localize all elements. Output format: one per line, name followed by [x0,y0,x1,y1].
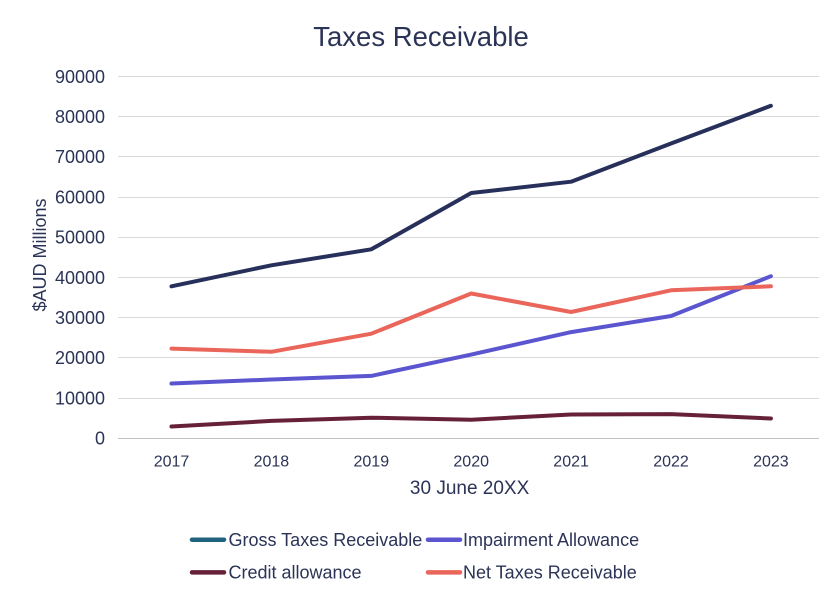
svg-text:Net Taxes Receivable: Net Taxes Receivable [463,563,637,583]
svg-text:2018: 2018 [254,454,290,471]
svg-text:50000: 50000 [55,228,105,248]
svg-text:$AUD Millions: $AUD Millions [30,198,50,311]
svg-text:20000: 20000 [55,348,105,368]
svg-text:2023: 2023 [753,454,789,471]
svg-text:2020: 2020 [453,454,489,471]
svg-text:Credit allowance: Credit allowance [229,563,362,583]
svg-text:2017: 2017 [154,454,190,471]
svg-text:30 June 20XX: 30 June 20XX [410,478,530,499]
svg-text:2022: 2022 [653,454,689,471]
svg-text:2019: 2019 [354,454,390,471]
svg-text:30000: 30000 [55,308,105,328]
svg-text:60000: 60000 [55,187,105,207]
svg-text:Taxes Receivable: Taxes Receivable [313,21,529,52]
svg-text:70000: 70000 [55,147,105,167]
svg-text:10000: 10000 [55,388,105,408]
svg-text:80000: 80000 [55,107,105,127]
svg-text:Impairment Allowance: Impairment Allowance [463,530,639,550]
svg-text:2021: 2021 [553,454,589,471]
svg-text:0: 0 [95,429,105,449]
svg-text:90000: 90000 [55,67,105,87]
svg-text:40000: 40000 [55,268,105,288]
svg-text:Gross Taxes Receivable: Gross Taxes Receivable [229,530,423,550]
